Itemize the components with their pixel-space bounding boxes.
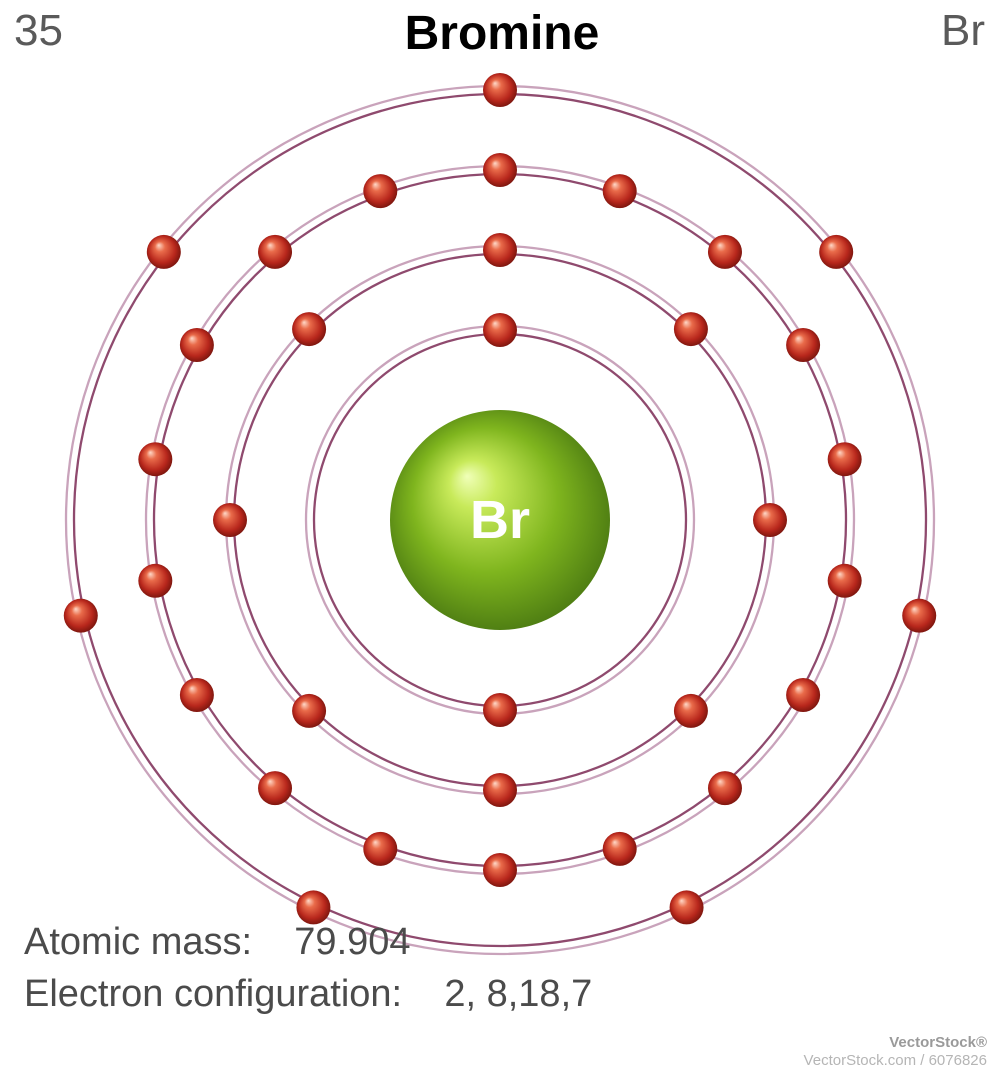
- header-row: 35 Bromine Br: [0, 6, 999, 61]
- electron: [602, 174, 636, 208]
- electron: [179, 328, 213, 362]
- atom-diagram: Br: [50, 70, 950, 970]
- electron-config-label: Electron configuration:: [24, 973, 402, 1015]
- electron: [483, 773, 517, 807]
- electron: [179, 678, 213, 712]
- electron: [602, 832, 636, 866]
- electron: [483, 233, 517, 267]
- electron: [707, 771, 741, 805]
- electron: [292, 694, 326, 728]
- electron: [673, 694, 707, 728]
- electron: [258, 235, 292, 269]
- electron: [707, 235, 741, 269]
- element-symbol: Br: [941, 6, 985, 56]
- atomic-mass-label: Atomic mass:: [24, 921, 252, 963]
- electron-config-value: 2, 8,18,7: [444, 973, 592, 1015]
- atomic-mass-value: 79.904: [294, 921, 410, 963]
- electron: [902, 599, 936, 633]
- electron: [753, 503, 787, 537]
- electron: [138, 442, 172, 476]
- electron: [292, 312, 326, 346]
- atom-svg: Br: [50, 70, 950, 970]
- electron: [483, 693, 517, 727]
- electron: [63, 599, 97, 633]
- atomic-number: 35: [14, 6, 63, 56]
- electron: [786, 678, 820, 712]
- watermark: VectorStock® VectorStock.com / 6076826: [804, 1034, 987, 1070]
- electron: [363, 832, 397, 866]
- electron: [146, 235, 180, 269]
- electron: [483, 153, 517, 187]
- electron: [363, 174, 397, 208]
- electron: [483, 313, 517, 347]
- electron: [786, 328, 820, 362]
- electron: [258, 771, 292, 805]
- electron: [138, 564, 172, 598]
- element-name: Bromine: [405, 6, 600, 61]
- electron: [673, 312, 707, 346]
- electron: [213, 503, 247, 537]
- electron: [827, 564, 861, 598]
- watermark-id: VectorStock.com / 6076826: [804, 1052, 987, 1070]
- electron: [483, 73, 517, 107]
- atomic-mass-line: Atomic mass: 79.904: [24, 917, 592, 968]
- nucleus-symbol: Br: [469, 490, 529, 550]
- electron-config-line: Electron configuration: 2, 8,18,7: [24, 969, 592, 1020]
- info-block: Atomic mass: 79.904 Electron configurati…: [24, 917, 592, 1020]
- watermark-brand: VectorStock®: [804, 1034, 987, 1052]
- electron: [819, 235, 853, 269]
- electron: [483, 853, 517, 887]
- electron: [827, 442, 861, 476]
- electron: [669, 890, 703, 924]
